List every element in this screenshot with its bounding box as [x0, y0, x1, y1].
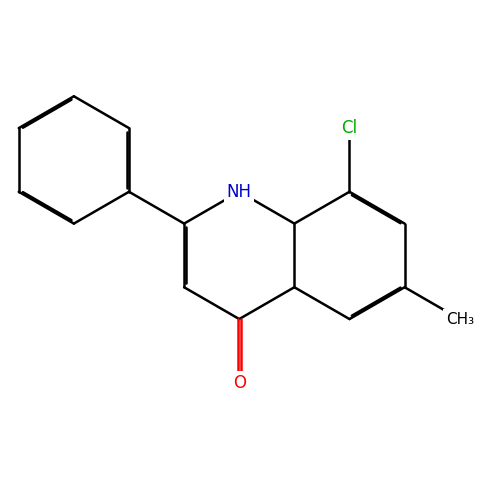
Text: CH₃: CH₃: [445, 311, 474, 327]
Text: Cl: Cl: [342, 119, 357, 137]
Text: NH: NH: [227, 183, 252, 201]
Text: O: O: [233, 374, 246, 392]
